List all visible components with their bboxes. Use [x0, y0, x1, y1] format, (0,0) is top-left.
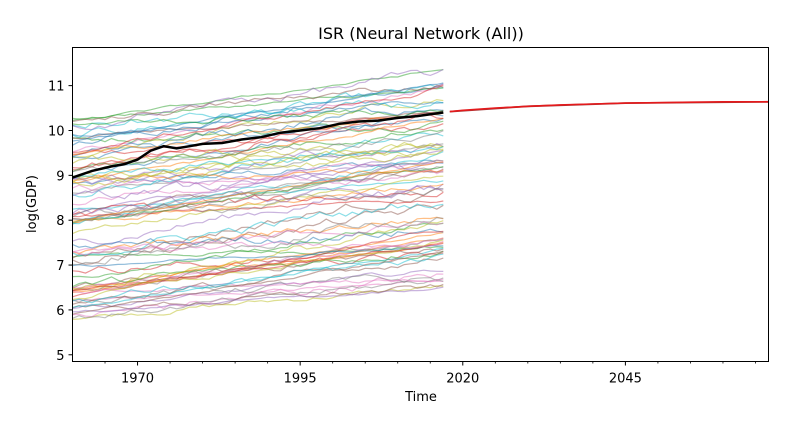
country-series-line [72, 84, 444, 123]
country-series-line [72, 166, 444, 225]
country-series-line [72, 220, 444, 291]
country-series-line [72, 82, 444, 142]
country-series-line [72, 244, 444, 267]
y-tick-label: 7 [56, 259, 64, 274]
country-series-line [72, 187, 444, 218]
country-series-line [72, 69, 444, 122]
plot-frame [72, 47, 769, 362]
forecast-line [449, 101, 769, 113]
country-series-line [72, 279, 444, 319]
country-series-line [72, 185, 444, 214]
country-series-line [72, 68, 444, 131]
country-series-line [72, 151, 444, 225]
country-series-line [72, 286, 444, 313]
country-series-line [72, 216, 444, 255]
country-series-line [72, 191, 444, 216]
country-series-line [72, 142, 444, 185]
x-axis-label: Time [404, 390, 437, 405]
country-series-line [72, 216, 444, 266]
x-tick-label: 1995 [284, 372, 317, 387]
y-tick-label: 5 [56, 349, 64, 364]
country-series-line [72, 228, 444, 249]
country-series-line [72, 109, 444, 126]
forecast-band [449, 100, 769, 113]
country-series-line [72, 83, 444, 146]
country-series-line [72, 101, 444, 137]
country-series-line [72, 112, 444, 156]
country-series-line [72, 250, 444, 315]
country-series-line [72, 203, 444, 257]
y-tick-label: 11 [48, 80, 65, 95]
x-tick-label: 1970 [121, 372, 154, 387]
y-tick-label: 8 [56, 214, 64, 229]
x-axis: 1970 1995 2020 2045 [104, 361, 756, 387]
y-axis-label: log(GDP) [25, 175, 40, 233]
country-series-line [72, 175, 444, 235]
country-series-line [72, 269, 444, 310]
country-series-line [72, 183, 444, 224]
country-series-line [72, 220, 444, 256]
country-series-line [72, 169, 444, 191]
country-series-line [72, 257, 444, 305]
country-series-line [72, 230, 444, 298]
background-series-group [72, 68, 444, 320]
country-series-line [72, 149, 444, 187]
country-series-line [72, 117, 444, 184]
country-series-line [72, 253, 444, 304]
y-tick-label: 10 [48, 124, 65, 139]
y-axis: 5 6 7 8 9 10 11 [48, 80, 73, 364]
chart-title: ISR (Neural Network (All)) [318, 24, 524, 43]
country-series-line [72, 98, 444, 159]
country-series-line [72, 247, 444, 308]
y-tick-label: 6 [56, 304, 64, 319]
target-series-group [72, 100, 769, 179]
country-series-line [72, 239, 444, 301]
x-tick-label: 2020 [446, 372, 479, 387]
y-tick-label: 9 [56, 169, 64, 184]
country-series-line [72, 129, 444, 173]
country-series-line [72, 120, 444, 144]
target-history-line [72, 111, 444, 179]
x-tick-label: 2045 [609, 372, 642, 387]
country-series-line [72, 146, 444, 177]
country-series-line [72, 222, 444, 278]
country-series-line [72, 159, 444, 221]
country-series-line [72, 161, 444, 222]
